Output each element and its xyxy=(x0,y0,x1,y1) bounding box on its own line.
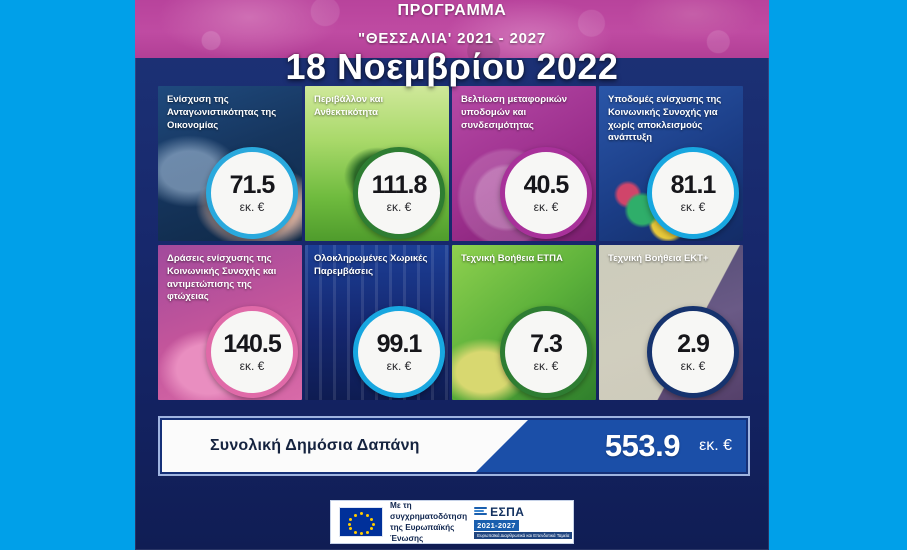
card-technical-assistance-ekt[interactable]: Τεχνική Βοήθεια ΕΚΤ+ 2.9 εκ. € xyxy=(599,245,743,400)
card-row-2: Δράσεις ενίσχυσης της Κοινωνικής Συνοχής… xyxy=(158,245,746,400)
total-bar-inner: Συνολική Δημόσια Δαπάνη 553.9 εκ. € xyxy=(162,420,746,472)
card-value-bubble: 7.3 εκ. € xyxy=(500,306,592,398)
card-value-bubble: 71.5 εκ. € xyxy=(206,147,298,239)
card-value-bubble: 111.8 εκ. € xyxy=(353,147,445,239)
card-label: Τεχνική Βοήθεια ΕΤΠΑ xyxy=(461,253,563,264)
card-unit: εκ. € xyxy=(533,199,559,214)
card-value-bubble: 40.5 εκ. € xyxy=(500,147,592,239)
card-social-infrastructure[interactable]: Υποδομές ενίσχυσης της Κοινωνικής Συνοχή… xyxy=(599,86,743,241)
program-title-line2: "ΘΕΣΣΑΛΙΑ' 2021 - 2027 xyxy=(357,30,547,47)
card-value: 7.3 xyxy=(530,329,563,358)
card-unit: εκ. € xyxy=(386,199,412,214)
total-value-slab xyxy=(476,420,746,472)
card-value-bubble: 99.1 εκ. € xyxy=(353,306,445,398)
card-value: 99.1 xyxy=(376,329,423,358)
total-expenditure-bar: Συνολική Δημόσια Δαπάνη 553.9 εκ. € xyxy=(158,416,750,476)
cofunding-text: Με τη συγχρηματοδότηση της Ευρωπαϊκής Έν… xyxy=(390,500,467,544)
total-value: 553.9 xyxy=(604,428,681,463)
card-label: Βελτίωση μεταφορικών υποδομών και συνδεσ… xyxy=(461,94,568,131)
card-value: 111.8 xyxy=(371,170,428,199)
card-value: 40.5 xyxy=(523,170,570,199)
card-technical-assistance-etpa[interactable]: Τεχνική Βοήθεια ΕΤΠΑ 7.3 εκ. € xyxy=(452,245,596,400)
card-environment[interactable]: Περιβάλλον και Ανθεκτικότητα 111.8 εκ. € xyxy=(305,86,449,241)
card-row-1: Ενίσχυση της Ανταγωνιστικότητας της Οικο… xyxy=(158,86,746,241)
card-value-bubble: 140.5 εκ. € xyxy=(206,306,298,398)
card-value-bubble: 2.9 εκ. € xyxy=(647,306,739,398)
card-label: Τεχνική Βοήθεια ΕΚΤ+ xyxy=(608,253,709,264)
date-stamp-overlay: 18 Νοεμβρίου 2022 xyxy=(285,46,619,87)
card-value: 71.5 xyxy=(229,170,276,199)
total-unit: εκ. € xyxy=(699,437,732,454)
priority-card-grid: Ενίσχυση της Ανταγωνιστικότητας της Οικο… xyxy=(158,86,746,406)
card-unit: εκ. € xyxy=(680,199,706,214)
espa-logo: ΕΣΠΑ 2021-2027 Ευρωπαϊκά Διαρθρωτικά και… xyxy=(474,504,573,539)
espa-subtitle: Ευρωπαϊκά Διαρθρωτικά και Επενδυτικά Ταμ… xyxy=(474,531,573,539)
card-unit: εκ. € xyxy=(239,358,265,373)
eu-flag-icon xyxy=(339,507,383,537)
program-title-line1: ΠΡΟΓΡΑΜΜΑ xyxy=(397,2,507,19)
card-spatial-interventions[interactable]: Ολοκληρωμένες Χωρικές Παρεμβάσεις 99.1 ε… xyxy=(305,245,449,400)
card-transport[interactable]: Βελτίωση μεταφορικών υποδομών και συνδεσ… xyxy=(452,86,596,241)
card-value: 140.5 xyxy=(223,329,282,358)
card-value: 81.1 xyxy=(670,170,717,199)
header-map-band xyxy=(135,0,769,58)
cofunding-line1: Με τη συγχρηματοδότηση xyxy=(390,500,468,521)
card-label: Ενίσχυση της Ανταγωνιστικότητας της Οικο… xyxy=(167,94,277,131)
card-unit: εκ. € xyxy=(533,358,559,373)
card-competitiveness[interactable]: Ενίσχυση της Ανταγωνιστικότητας της Οικο… xyxy=(158,86,302,241)
cofunding-line2: της Ευρωπαϊκής Ένωσης xyxy=(390,523,455,544)
espa-name: ΕΣΠΑ xyxy=(490,504,525,519)
espa-wave-icon xyxy=(474,506,488,517)
card-unit: εκ. € xyxy=(239,199,265,214)
card-value: 2.9 xyxy=(677,329,710,358)
card-label: Υποδομές ενίσχυσης της Κοινωνικής Συνοχή… xyxy=(608,94,722,144)
infographic-poster: ΠΡΟΓΡΑΜΜΑ "ΘΕΣΣΑΛΙΑ' 2021 - 2027 18 Νοεμ… xyxy=(135,0,769,550)
card-label: Περιβάλλον και Ανθεκτικότητα xyxy=(314,94,384,118)
card-unit: εκ. € xyxy=(680,358,706,373)
card-label: Ολοκληρωμένες Χωρικές Παρεμβάσεις xyxy=(314,253,428,277)
total-label: Συνολική Δημόσια Δαπάνη xyxy=(210,437,420,454)
espa-years: 2021-2027 xyxy=(474,519,519,531)
card-value-bubble: 81.1 εκ. € xyxy=(647,147,739,239)
card-label: Δράσεις ενίσχυσης της Κοινωνικής Συνοχής… xyxy=(167,253,277,303)
funding-footer: Με τη συγχρηματοδότηση της Ευρωπαϊκής Έν… xyxy=(330,500,574,544)
card-unit: εκ. € xyxy=(386,358,412,373)
card-social-cohesion-actions[interactable]: Δράσεις ενίσχυσης της Κοινωνικής Συνοχής… xyxy=(158,245,302,400)
